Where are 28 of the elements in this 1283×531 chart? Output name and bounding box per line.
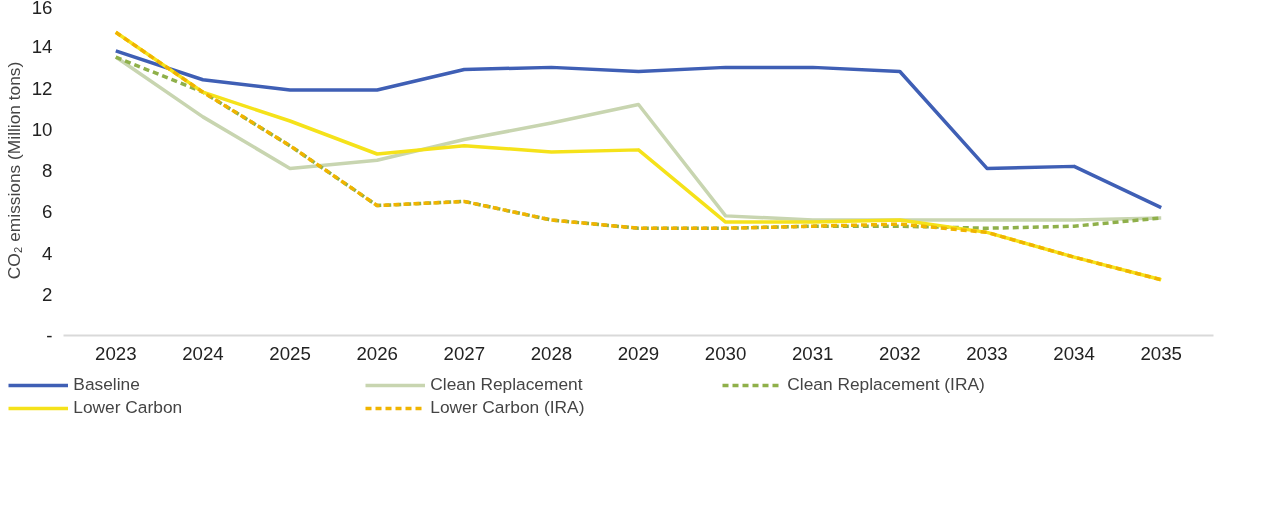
y-tick-label: 16 xyxy=(31,0,53,18)
x-tick-label: 2033 xyxy=(966,342,1008,364)
y-tick-label: 2 xyxy=(42,283,53,305)
legend-label: Clean Replacement (IRA) xyxy=(787,374,986,395)
legend-label: Clean Replacement xyxy=(430,374,584,395)
y-tick-label: 6 xyxy=(42,201,53,223)
x-tick-label: 2031 xyxy=(791,342,834,364)
x-tick-label: 2028 xyxy=(530,342,573,364)
x-tick-label: 2026 xyxy=(356,342,398,364)
x-tick-label: 2034 xyxy=(1053,342,1095,364)
y-axis-title: CO₂ emissions (Million tons) xyxy=(3,61,24,280)
x-tick-label: 2029 xyxy=(617,342,660,364)
y-tick-label: 12 xyxy=(31,77,53,99)
y-tick-label: 4 xyxy=(42,242,53,264)
x-tick-label: 2025 xyxy=(269,342,311,364)
x-tick-label: 2023 xyxy=(95,342,137,364)
legend-label: Lower Carbon (IRA) xyxy=(430,397,586,418)
x-tick-label: 2030 xyxy=(704,342,747,364)
y-tick-label: 10 xyxy=(31,118,53,140)
x-tick-label: 2032 xyxy=(879,342,921,364)
y-tick-label: 8 xyxy=(42,160,53,181)
legend-label: Lower Carbon xyxy=(73,397,184,418)
x-tick-label: 2027 xyxy=(443,342,486,364)
y-tick-label: 14 xyxy=(31,36,53,58)
legend-label: Baseline xyxy=(73,374,141,395)
y-tick-label: - xyxy=(46,325,53,346)
x-tick-label: 2024 xyxy=(182,342,224,364)
x-tick-label: 2035 xyxy=(1140,342,1182,364)
